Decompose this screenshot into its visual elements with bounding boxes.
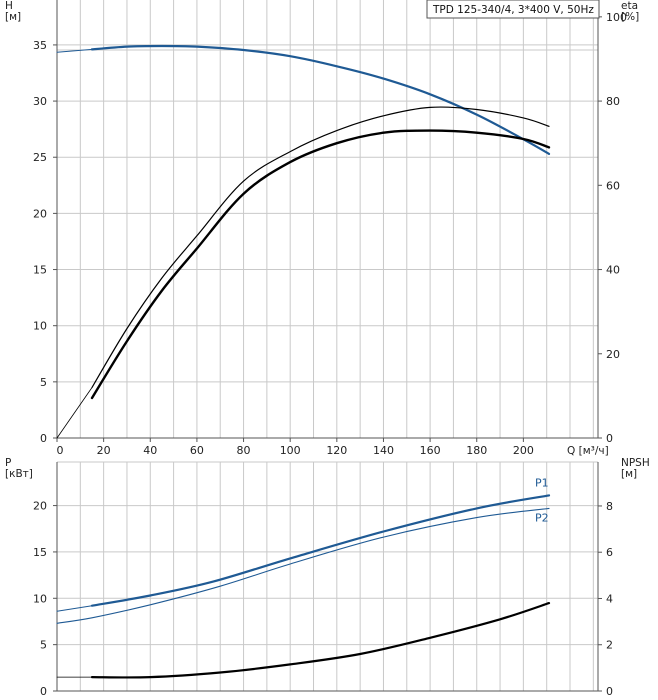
chart-panel-1: 0 5 10 15 20 25 30 35 0 20 40 60 80 100 H[м] eta[%] 0 20 4… — [5, 0, 639, 457]
chart-panel-2: 0 5 10 15 20 0 2 4 6 8 P[кВт] NPSH[м] P1 P2 — [5, 457, 650, 698]
right-tick-label: 0 — [606, 432, 613, 445]
left-tick-label: 30 — [33, 95, 47, 108]
vertical-gridlines — [79, 462, 594, 691]
series-label: P2 — [535, 511, 549, 524]
series-line-p2-2 — [56, 605, 93, 612]
left-tick-label: 25 — [33, 151, 47, 164]
left-axis-title: H — [5, 0, 13, 12]
x-tick-label: 60 — [190, 444, 204, 457]
left-tick-label: 10 — [33, 592, 47, 605]
x-tick-label: 180 — [466, 444, 487, 457]
right-tick-label: 100 — [606, 11, 627, 24]
right-tick-label: 0 — [606, 685, 613, 698]
left-axis-title: P — [5, 457, 11, 469]
right-axis-title: [м] — [621, 468, 637, 480]
left-tick-label: 20 — [33, 207, 47, 220]
left-tick-label: 0 — [40, 432, 47, 445]
x-tick-label: 160 — [420, 444, 441, 457]
series-line-p1-4 — [90, 129, 551, 400]
series-line-p1-2 — [56, 48, 93, 53]
horizontal-gridlines — [57, 461, 598, 646]
right-tick-label: 4 — [606, 592, 613, 605]
x-tick-label: 80 — [237, 444, 251, 457]
legend-text: TPD 125-340/4, 3*400 V, 50Hz — [432, 4, 594, 16]
left-tick-label: 0 — [40, 685, 47, 698]
series-line-p1 — [90, 494, 551, 607]
legend-box — [426, 0, 600, 19]
right-tick-label: 60 — [606, 179, 620, 192]
right-tick-label: 8 — [606, 500, 613, 513]
series-line-p1-5 — [56, 387, 93, 439]
right-axis-title: NPSH — [621, 457, 650, 469]
left-tick-label: 15 — [33, 264, 47, 277]
left-axis-title: [м] — [5, 11, 21, 23]
left-tick-label: 10 — [33, 320, 47, 333]
right-tick-label: 6 — [606, 546, 613, 559]
left-tick-label: 20 — [33, 500, 47, 513]
x-tick-label: 0 — [57, 444, 64, 457]
right-tick-label: 40 — [606, 264, 620, 277]
right-axis-title: [%] — [621, 11, 639, 23]
series-label: P1 — [535, 476, 549, 489]
x-axis-label: Q [м³/ч] — [567, 445, 609, 457]
vertical-gridlines — [79, 0, 594, 438]
x-tick-label: 100 — [280, 444, 301, 457]
series-line-p1-1 — [90, 44, 551, 155]
right-tick-label: 80 — [606, 95, 620, 108]
series-line-p2 — [56, 507, 550, 624]
series-line-p2-4 — [90, 602, 551, 679]
left-tick-label: 5 — [40, 376, 47, 389]
left-tick-label: 5 — [40, 639, 47, 652]
left-axis-title: [кВт] — [5, 468, 33, 480]
left-tick-label: 35 — [33, 39, 47, 52]
x-tick-label: 200 — [513, 444, 534, 457]
x-tick-label: 20 — [97, 444, 111, 457]
right-tick-label: 20 — [606, 348, 620, 361]
left-tick-label: 15 — [33, 546, 47, 559]
right-axis-title: eta — [621, 0, 638, 12]
x-tick-label: 40 — [143, 444, 157, 457]
x-tick-label: 140 — [373, 444, 394, 457]
horizontal-gridlines — [57, 44, 598, 383]
series-line-p1-3 — [91, 106, 550, 389]
x-tick-label: 120 — [326, 444, 347, 457]
right-tick-label: 2 — [606, 639, 613, 652]
